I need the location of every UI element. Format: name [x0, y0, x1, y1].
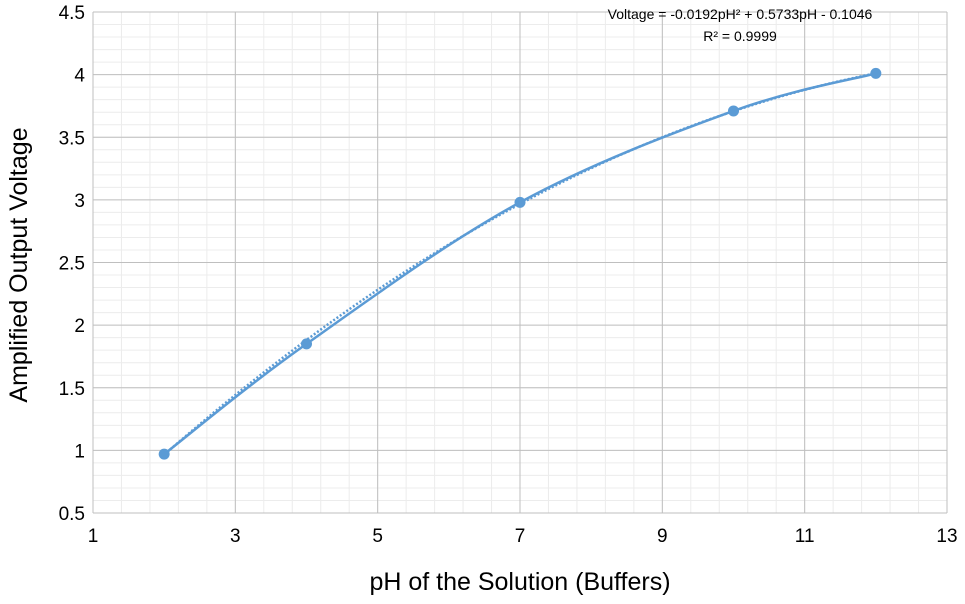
y-tick-label: 2 — [74, 316, 85, 337]
trendline-equation: Voltage = -0.0192pH² + 0.5733pH - 0.1046 — [608, 6, 873, 22]
y-tick-label: 1 — [74, 441, 85, 462]
x-tick-label: 13 — [936, 526, 957, 547]
x-tick-label: 9 — [657, 526, 668, 547]
major-gridlines — [92, 11, 948, 514]
y-axis-title: Amplified Output Voltage — [5, 127, 33, 402]
x-tick-label: 3 — [230, 526, 241, 547]
data-point — [514, 196, 526, 208]
r-squared-label: R² = 0.9999 — [703, 28, 777, 44]
y-tick-label: 2.5 — [59, 254, 85, 275]
data-point — [301, 338, 312, 350]
data-point — [870, 67, 882, 79]
y-tick-label: 0.5 — [59, 504, 85, 525]
x-tick-labels: 1 3 5 7 9 11 13 — [88, 526, 958, 547]
y-tick-label: 3 — [74, 191, 85, 212]
y-tick-label: 1.5 — [59, 379, 85, 400]
x-tick-label: 5 — [372, 526, 383, 547]
y-tick-label: 4 — [74, 66, 85, 87]
x-axis-title: pH of the Solution (Buffers) — [369, 568, 670, 596]
data-points — [158, 67, 882, 460]
y-tick-label: 3.5 — [59, 128, 85, 149]
x-tick-label: 7 — [515, 526, 526, 547]
y-tick-label: 4.5 — [59, 3, 85, 24]
x-tick-label: 11 — [795, 526, 815, 547]
y-tick-labels: 0.5 1 1.5 2 2.5 3 3.5 4 4.5 — [59, 3, 86, 525]
x-tick-label: 1 — [88, 526, 99, 547]
data-point — [728, 105, 739, 117]
data-point — [158, 448, 170, 460]
